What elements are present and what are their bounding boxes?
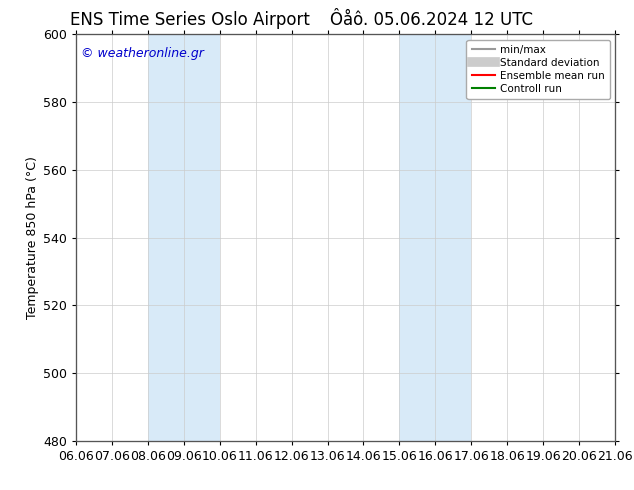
Text: © weatheronline.gr: © weatheronline.gr: [81, 47, 204, 59]
Text: Ôåô. 05.06.2024 12 UTC: Ôåô. 05.06.2024 12 UTC: [330, 11, 533, 29]
Bar: [148, 34, 220, 441]
Y-axis label: Temperature 850 hPa (°C): Temperature 850 hPa (°C): [26, 156, 39, 319]
Bar: [399, 34, 471, 441]
Legend: min/max, Standard deviation, Ensemble mean run, Controll run: min/max, Standard deviation, Ensemble me…: [467, 40, 610, 99]
Text: ENS Time Series Oslo Airport: ENS Time Series Oslo Airport: [70, 11, 310, 29]
